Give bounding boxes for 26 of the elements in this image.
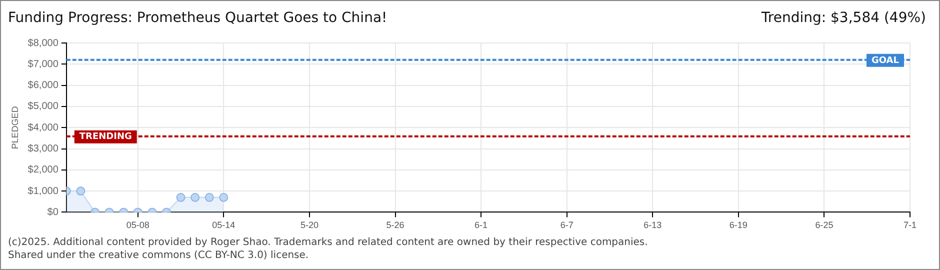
x-tick-label: 5-26	[386, 220, 404, 230]
y-tick-label: $8,000	[28, 38, 59, 49]
y-tick-label: $1,000	[28, 186, 59, 197]
y-tick-label: $3,000	[28, 144, 59, 154]
x-tick-label: 05-14	[212, 220, 236, 230]
x-tick-label: 6-7	[560, 220, 574, 230]
y-tick-label: $4,000	[28, 122, 59, 134]
y-axis-title: PLEDGED	[10, 106, 20, 150]
y-tick-label: $2,000	[28, 164, 59, 176]
x-tick-label: 6-25	[815, 220, 834, 230]
x-tick-label: 7-1	[903, 220, 917, 230]
y-tick-label: $0	[47, 206, 59, 218]
y-tick-label: $5,000	[28, 101, 59, 112]
text: Shared under the creative commons (CC BY-NC 3.0) license.	[8, 250, 309, 261]
x-tick-label: 6-13	[644, 220, 662, 230]
y-tick-label: $7,000	[28, 58, 59, 70]
x-tick-label: 6-19	[729, 220, 748, 230]
x-tick-label: 5-20	[300, 220, 318, 230]
x-tick-label: 05-08	[126, 220, 150, 230]
chart-subtitle: Trending: $3,584 (49%)	[761, 10, 926, 26]
ref-line-label: GOAL	[872, 56, 900, 66]
chart-title: Funding Progress: Prometheus Quartet Goes to China!	[8, 10, 388, 26]
text: (c)2025. Additional content provided by Roger Shao. Trademarks and related content are owned by their respective companies.	[8, 237, 648, 248]
ref-line-label: TRENDING	[79, 132, 132, 142]
y-tick-label: $6,000	[28, 80, 59, 92]
x-tick-label: 6-1	[474, 220, 488, 230]
